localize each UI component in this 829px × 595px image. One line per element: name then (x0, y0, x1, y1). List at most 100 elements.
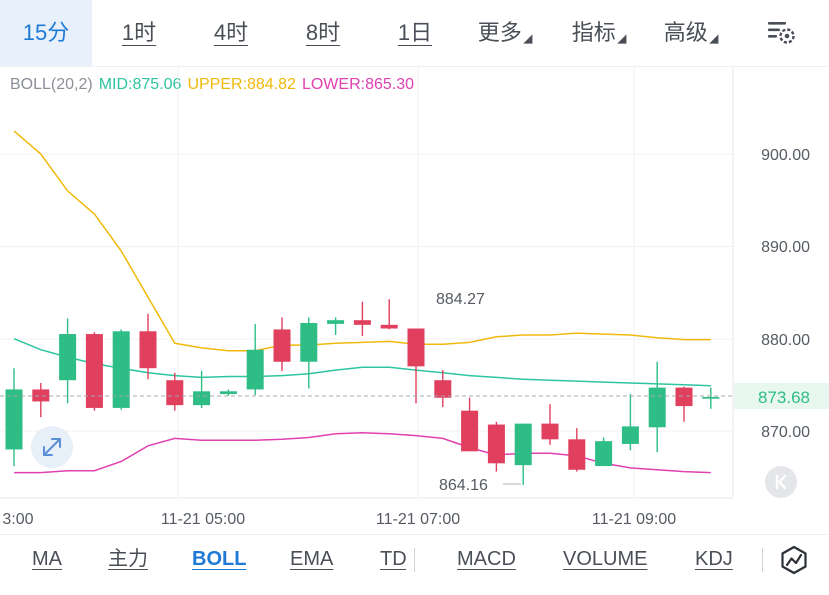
candle-body (166, 380, 184, 406)
scroll-to-latest-button[interactable] (765, 466, 797, 498)
expand-chart-button[interactable] (31, 426, 73, 468)
candle (434, 370, 452, 407)
current-price-value: 873.68 (758, 388, 810, 407)
caret-down-icon: ◢ (523, 33, 533, 45)
tab-1h-label: 1时 (121, 20, 157, 45)
candle-body (407, 328, 425, 367)
indicator-td-label: TD (380, 548, 406, 570)
indicator-settings-button[interactable] (778, 544, 810, 576)
tab-8h-label: 8时 (305, 20, 341, 45)
time-tick: 11-21 07:00 (376, 511, 460, 528)
candle-body (85, 334, 103, 408)
time-axis: 3:00 11-21 05:00 11-21 07:00 11-21 09:00 (2, 511, 676, 528)
candle (621, 394, 639, 451)
candle-body (112, 331, 130, 408)
candle (648, 361, 666, 453)
candle-body (5, 389, 23, 450)
indicator-main-force[interactable]: 主力 (108, 535, 148, 584)
divider (414, 548, 415, 572)
indicator-volume-label: VOLUME (563, 548, 648, 570)
candle-body (541, 423, 559, 440)
indicator-main-force-label: 主力 (108, 548, 148, 570)
candle-body (568, 439, 586, 470)
candle (85, 332, 103, 411)
candle (193, 370, 211, 408)
indicator-macd[interactable]: MACD (457, 535, 516, 584)
price-tick: 870.00 (761, 424, 810, 441)
candle (568, 428, 586, 472)
boll-legend-lower: LOWER:865.30 (301, 76, 415, 93)
indicator-ema[interactable]: EMA (290, 535, 333, 584)
candle (487, 421, 505, 472)
candlestick-chart[interactable]: 884.27 864.16 900.00 890.00 880.00 873.6… (0, 66, 829, 534)
tab-1d-label: 1日 (397, 20, 433, 45)
caret-down-icon: ◢ (617, 33, 627, 45)
indicator-kdj[interactable]: KDJ (695, 535, 733, 584)
candle-body (59, 334, 77, 381)
candle-body (219, 391, 237, 395)
boll-upper-line (13, 130, 711, 352)
advanced-dropdown[interactable]: 高级 ◢ (652, 0, 730, 66)
caret-down-icon: ◢ (709, 33, 719, 45)
indicator-volume[interactable]: VOLUME (563, 535, 647, 584)
indicator-bar: MA 主力 BOLL EMA TD MACD VOLUME KDJ (0, 534, 829, 584)
boll-bands (13, 130, 711, 474)
candle (273, 317, 291, 371)
candle (246, 323, 264, 395)
boll-legend: BOLL(20,2) MID:875.06 UPPER:884.82 LOWER:86… (10, 76, 420, 94)
price-axis: 900.00 890.00 880.00 873.68 870.00 (734, 147, 829, 441)
candle (327, 317, 345, 335)
tab-8h[interactable]: 8时 (280, 0, 366, 66)
tab-1d[interactable]: 1日 (372, 0, 458, 66)
candle (461, 397, 479, 452)
chart-grid (0, 66, 734, 499)
trend-chart-icon (781, 545, 807, 575)
indicator-boll[interactable]: BOLL (192, 535, 246, 584)
candles (5, 299, 720, 485)
candle (139, 313, 157, 380)
price-tick: 900.00 (761, 147, 810, 164)
tab-15m-label: 15分 (22, 20, 70, 45)
candle (59, 318, 77, 404)
indicator-ma-label: MA (32, 548, 62, 570)
tab-15m[interactable]: 15分 (0, 0, 92, 66)
divider (762, 548, 763, 572)
tab-4h[interactable]: 4时 (188, 0, 274, 66)
more-dropdown[interactable]: 更多 ◢ (466, 0, 544, 66)
tab-4h-label: 4时 (213, 20, 249, 45)
candle-body (273, 329, 291, 362)
candle (300, 317, 318, 389)
chart-settings-icon[interactable] (760, 14, 804, 52)
price-tick: 880.00 (761, 332, 810, 349)
candle-body (139, 331, 157, 369)
skip-to-end-icon (775, 474, 787, 490)
indicator-td[interactable]: TD (380, 535, 406, 584)
candle (675, 386, 693, 422)
candle (5, 368, 23, 467)
indicator-kdj-label: KDJ (695, 548, 733, 570)
candle-body (487, 424, 505, 464)
more-label: 更多 (477, 20, 522, 45)
candle-body (461, 410, 479, 452)
candle (112, 329, 130, 410)
candle (541, 404, 559, 445)
candle-body (353, 320, 371, 325)
candle-body (434, 380, 452, 398)
indicator-dropdown[interactable]: 指标 ◢ (560, 0, 638, 66)
candle (407, 328, 425, 404)
boll-legend-upper: UPPER:884.82 (187, 76, 296, 93)
price-tick: 890.00 (761, 239, 810, 256)
candle (166, 372, 184, 411)
indicator-boll-label: BOLL (192, 548, 247, 570)
candle-body (246, 349, 264, 390)
candle-body (621, 426, 639, 444)
candle-body (327, 320, 345, 324)
expand-arrows-icon (43, 438, 61, 456)
tab-1h[interactable]: 1时 (96, 0, 182, 66)
boll-legend-mid: MID:875.06 (98, 76, 182, 93)
indicator-ma[interactable]: MA (32, 535, 62, 584)
timeframe-bar: 15分 1时 4时 8时 1日 更多 ◢ 指标 ◢ 高级 ◢ (0, 0, 829, 67)
candle-body (514, 423, 532, 466)
candle-body (675, 387, 693, 407)
advanced-label: 高级 (663, 20, 708, 45)
